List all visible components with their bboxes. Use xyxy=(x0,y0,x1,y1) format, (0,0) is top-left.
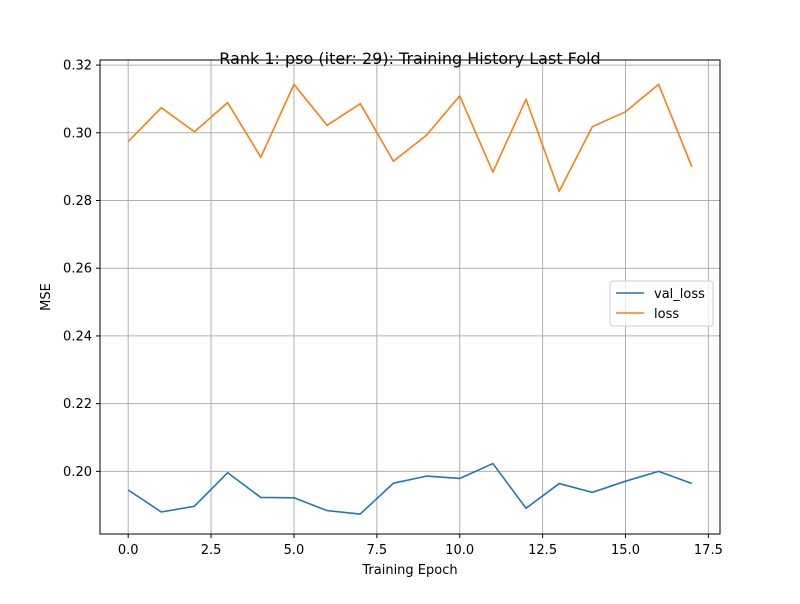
y-tick-label: 0.30 xyxy=(63,126,92,141)
x-tick-label: 5.0 xyxy=(284,543,305,558)
x-tick-label: 17.5 xyxy=(694,543,723,558)
y-tick-label: 0.22 xyxy=(63,397,92,412)
x-axis-label: Training Epoch xyxy=(361,563,457,578)
x-tick-label: 12.5 xyxy=(528,543,557,558)
x-axis-ticks: 0.0 2.5 5.0 7.5 10.0 12.5 15.0 17.5 xyxy=(118,534,723,558)
legend-label-val-loss: val_loss xyxy=(654,287,705,302)
grid xyxy=(100,60,720,534)
y-tick-label: 0.24 xyxy=(63,329,92,344)
y-tick-label: 0.32 xyxy=(63,59,92,74)
y-tick-label: 0.20 xyxy=(63,465,92,480)
y-tick-label: 0.28 xyxy=(63,194,92,209)
x-tick-label: 2.5 xyxy=(201,543,222,558)
x-tick-label: 15.0 xyxy=(611,543,640,558)
chart-title: Rank 1: pso (iter: 29): Training History… xyxy=(219,49,600,68)
plot-frame xyxy=(99,59,721,535)
series-line-loss xyxy=(127,83,693,193)
series-line-val-loss xyxy=(127,462,693,515)
x-tick-label: 10.0 xyxy=(445,543,474,558)
x-tick-label: 7.5 xyxy=(367,543,388,558)
y-axis-label: MSE xyxy=(39,283,54,311)
legend-label-loss: loss xyxy=(654,307,679,322)
x-tick-label: 0.0 xyxy=(118,543,139,558)
series-lines xyxy=(127,83,693,515)
y-tick-label: 0.26 xyxy=(63,262,92,277)
y-axis-ticks: 0.20 0.22 0.24 0.26 0.28 0.30 0.32 xyxy=(63,59,100,480)
